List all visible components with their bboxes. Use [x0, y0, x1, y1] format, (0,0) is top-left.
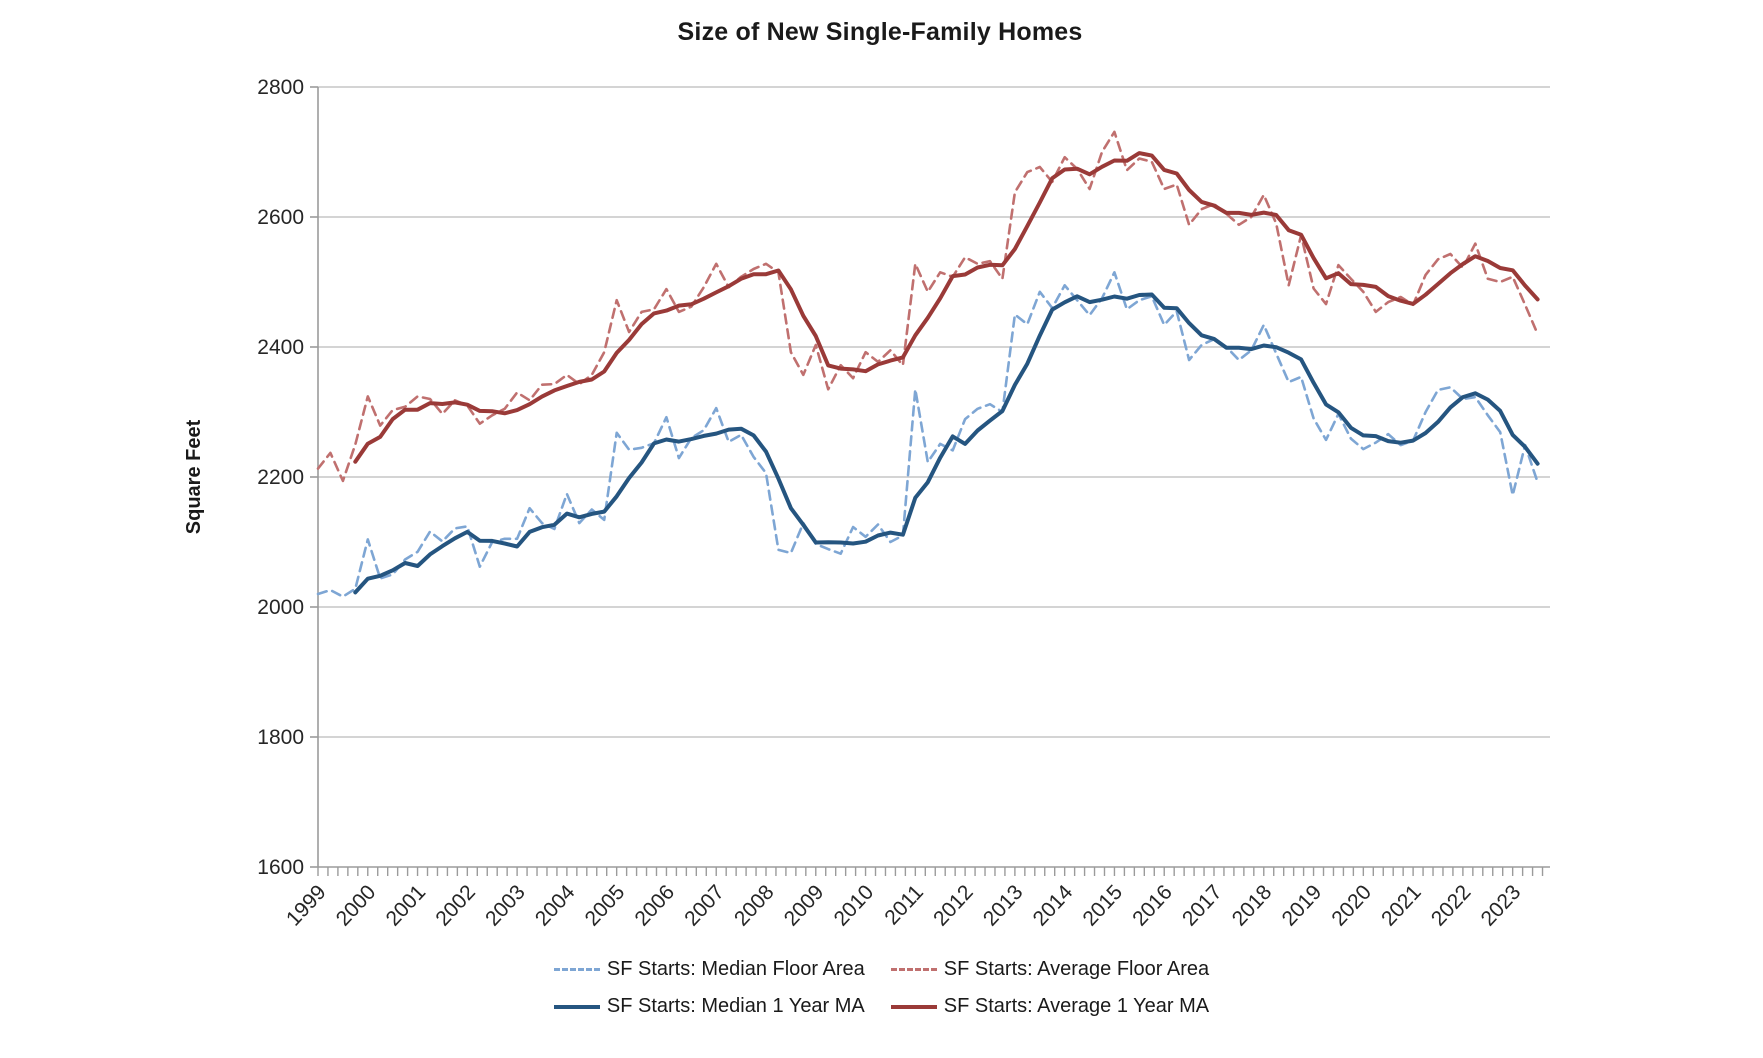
- y-tick-label: 2600: [257, 206, 304, 229]
- x-tick-label: 2004: [531, 880, 580, 930]
- x-tick-label: 2000: [332, 881, 381, 931]
- legend-label: SF Starts: Median Floor Area: [606, 958, 865, 980]
- y-tick-label: 1800: [257, 726, 304, 749]
- legend-label: SF Starts: Average 1 Year MA: [943, 995, 1210, 1017]
- average-floor-area-line-swatch: [890, 968, 937, 971]
- series-line-3: [353, 151, 1540, 464]
- average-1yr-ma-line-swatch: [890, 1004, 937, 1009]
- y-tick-label: 2800: [257, 76, 304, 99]
- x-tick-label: 2003: [481, 881, 530, 931]
- x-tick-label: 2016: [1128, 881, 1177, 931]
- legend-item-average-floor-area: SF Starts: Average Floor Area: [890, 958, 1210, 981]
- y-tick-label: 2000: [257, 596, 304, 619]
- x-tick-label: 2021: [1377, 881, 1426, 931]
- legend-item-median-1yr-ma: SF Starts: Median 1 Year MA: [553, 995, 865, 1018]
- x-tick-label: 1999: [282, 881, 331, 931]
- legend-row-1: SF Starts: Median Floor Area SF Starts: …: [553, 958, 1210, 981]
- x-tick-label: 2011: [880, 881, 928, 930]
- y-tick-label: 2400: [257, 336, 304, 359]
- x-tick-label: 2017: [1178, 881, 1227, 931]
- y-axis-title: Square Feet: [183, 419, 205, 534]
- legend-row-2: SF Starts: Median 1 Year MA SF Starts: A…: [553, 995, 1210, 1018]
- x-tick-label: 2012: [929, 881, 978, 931]
- x-tick-label: 2001: [382, 881, 431, 931]
- x-tick-label: 2023: [1477, 881, 1526, 931]
- x-tick-label: 2009: [780, 881, 829, 931]
- x-tick-label: 2008: [730, 881, 779, 931]
- legend-label: SF Starts: Average Floor Area: [943, 958, 1210, 980]
- x-tick-label: 2015: [1078, 881, 1127, 931]
- x-tick-label: 2019: [1278, 881, 1327, 931]
- x-tick-label: 2018: [1228, 881, 1277, 931]
- y-tick-label: 1600: [257, 856, 304, 879]
- x-tick-label: 2006: [630, 881, 679, 931]
- x-tick-label: 2013: [979, 881, 1028, 931]
- series-line-2: [353, 292, 1540, 595]
- median-1yr-ma-line-swatch: [553, 1004, 600, 1009]
- y-tick-label: 2200: [257, 466, 304, 489]
- series-line-0: [316, 270, 1539, 598]
- x-tick-label: 2014: [1029, 880, 1078, 930]
- x-tick-label: 2022: [1427, 881, 1476, 931]
- x-tick-label: 2010: [830, 881, 879, 931]
- x-tick-label: 2005: [581, 881, 630, 931]
- x-tick-label: 2002: [431, 881, 480, 931]
- legend-item-median-floor-area: SF Starts: Median Floor Area: [553, 958, 865, 981]
- x-tick-label: 2007: [680, 881, 729, 931]
- legend-label: SF Starts: Median 1 Year MA: [606, 995, 865, 1017]
- chart-legend: SF Starts: Median Floor Area SF Starts: …: [0, 958, 1763, 1018]
- median-floor-area-line-swatch: [553, 968, 600, 971]
- chart-title: Size of New Single-Family Homes: [677, 18, 1083, 46]
- series-line-1: [316, 130, 1539, 483]
- legend-item-average-1yr-ma: SF Starts: Average 1 Year MA: [890, 995, 1210, 1018]
- x-tick-label: 2020: [1327, 881, 1376, 931]
